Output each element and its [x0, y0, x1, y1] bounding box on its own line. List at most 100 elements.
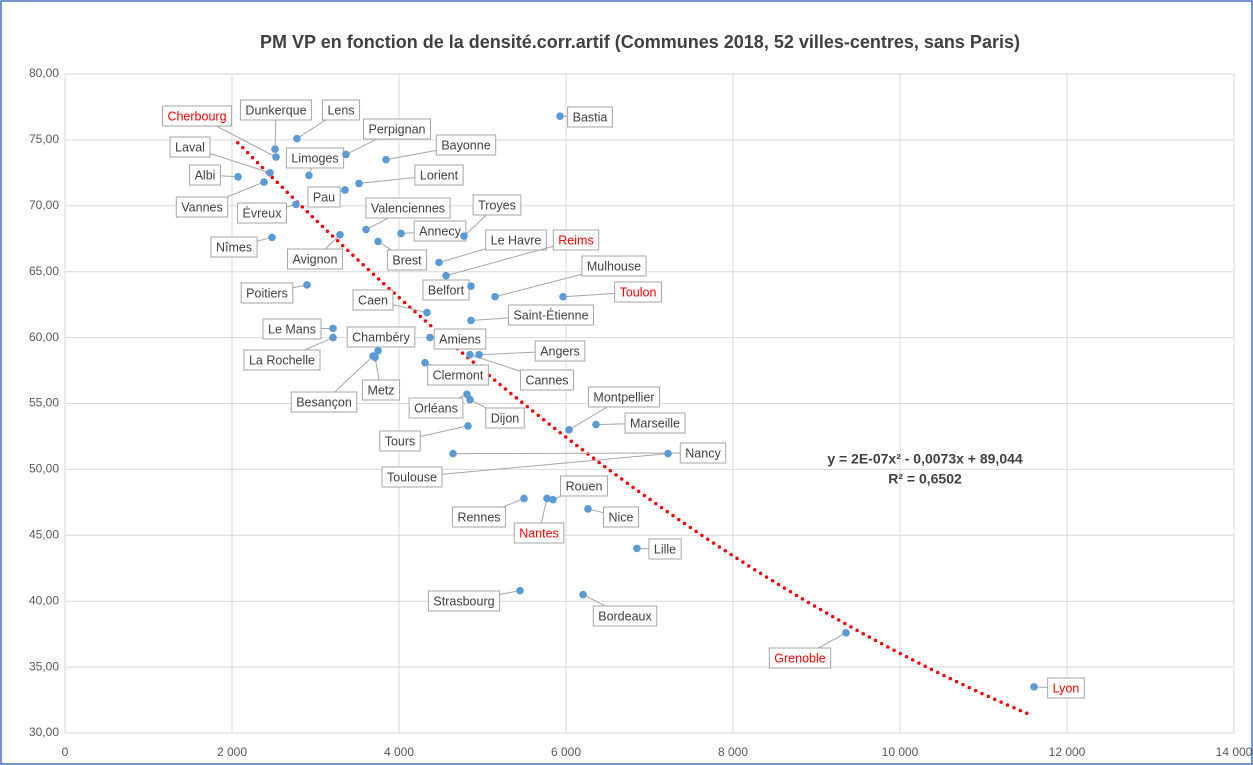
point-label: Pau: [313, 190, 335, 204]
label-box: [365, 197, 451, 219]
y-tick-label: 75,00: [29, 132, 59, 146]
label-box: [408, 397, 464, 419]
label-box: [513, 522, 565, 544]
point: [371, 353, 379, 362]
point: [234, 173, 242, 181]
y-tick-label: 70,00: [29, 198, 59, 212]
point-label: Le Mans: [268, 322, 316, 336]
point: [260, 178, 268, 186]
label-box: [386, 249, 428, 271]
point-label: Metz: [367, 383, 394, 397]
label-box: [485, 407, 525, 429]
label-box: [287, 248, 343, 270]
label-box: [161, 105, 233, 127]
point: [565, 426, 573, 434]
label-box: [472, 194, 522, 216]
point-label: Lyon: [1053, 681, 1080, 695]
x-tick-label: 14 000: [1216, 745, 1253, 759]
point-label: Nîmes: [216, 240, 252, 254]
label-box: [427, 364, 489, 386]
label-box: [602, 506, 640, 528]
y-tick-label: 60,00: [29, 330, 59, 344]
point-label: Avignon: [293, 252, 338, 266]
y-tick-label: 65,00: [29, 264, 59, 278]
point: [272, 153, 280, 161]
y-tick-label: 55,00: [29, 396, 59, 410]
point-label: Troyes: [478, 198, 516, 212]
point: [549, 495, 557, 504]
point: [329, 324, 337, 333]
point-label: Grenoble: [774, 651, 825, 665]
label-box: [427, 590, 501, 612]
x-tick-label: 2 000: [217, 745, 247, 759]
point: [421, 358, 429, 367]
point: [584, 505, 592, 513]
label-box: [414, 164, 464, 186]
point: [341, 186, 349, 194]
point: [559, 292, 567, 301]
point: [266, 169, 274, 177]
chart-title: PM VP en fonction de la densité.corr.art…: [260, 32, 1020, 52]
point-label: Orléans: [414, 401, 458, 415]
point-label: Amiens: [439, 332, 481, 346]
point-label: Limoges: [291, 151, 338, 165]
label-box: [381, 466, 443, 488]
point-label: Belfort: [428, 283, 465, 297]
label-box: [239, 99, 313, 121]
label-box: [451, 506, 507, 528]
x-tick-label: 8 000: [718, 745, 748, 759]
label-box: [552, 229, 600, 251]
point-label: Lille: [654, 542, 676, 556]
trendline-r2: R² = 0,6502: [888, 471, 962, 487]
label-box: [243, 349, 321, 371]
label-box: [237, 202, 287, 224]
point: [543, 494, 551, 503]
point-label: La Rochelle: [249, 353, 315, 367]
label-box: [435, 134, 497, 156]
point-label: Rennes: [457, 510, 500, 524]
point: [435, 258, 443, 267]
point-label: Toulouse: [387, 470, 437, 484]
label-box: [614, 281, 662, 303]
label-box: [592, 605, 658, 627]
point: [579, 590, 587, 599]
label-box: [519, 369, 575, 391]
label-box: [1047, 677, 1085, 699]
point: [1030, 683, 1038, 691]
point: [633, 544, 641, 553]
point-label: Strasbourg: [433, 594, 494, 608]
label-box: [587, 386, 661, 408]
label-box: [346, 326, 416, 348]
point-label: Perpignan: [369, 122, 426, 136]
point: [362, 225, 370, 234]
label-box: [507, 304, 595, 326]
x-tick-label: 0: [62, 745, 69, 759]
y-tick-label: 80,00: [29, 66, 59, 80]
point-label: Nancy: [685, 446, 721, 460]
label-box: [379, 430, 421, 452]
point-label: Chambéry: [352, 330, 410, 344]
point-label: Reims: [558, 233, 593, 247]
label-box: [422, 279, 470, 301]
point: [467, 316, 475, 325]
label-box: [175, 196, 229, 218]
y-tick-label: 30,00: [29, 725, 59, 739]
point-label: Lorient: [420, 168, 459, 182]
point-label: Besançon: [296, 395, 352, 409]
point: [556, 112, 564, 120]
point: [303, 281, 311, 289]
label-box: [624, 412, 686, 434]
point-label: Dijon: [491, 411, 520, 425]
label-box: [361, 379, 401, 401]
point: [467, 282, 475, 290]
point-label: Tours: [385, 434, 416, 448]
point: [592, 420, 600, 429]
point-label: Le Havre: [491, 233, 542, 247]
point-label: Caen: [358, 293, 388, 307]
label-box: [262, 318, 322, 340]
label-box: [169, 136, 211, 158]
label-box: [189, 164, 221, 186]
point: [374, 346, 382, 355]
y-tick-label: 40,00: [29, 593, 59, 607]
